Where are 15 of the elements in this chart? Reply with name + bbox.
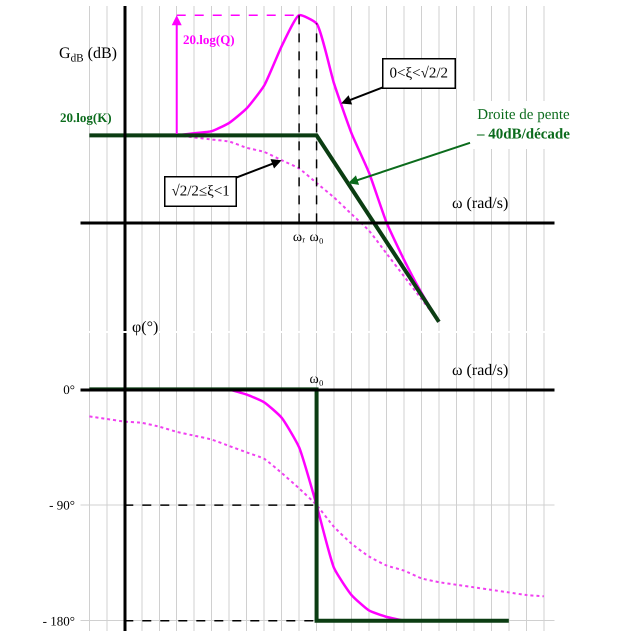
annotation: 20.log(Q) <box>183 32 235 47</box>
x-axis-title: ω (rad/s) <box>452 195 508 212</box>
x-tick-label: ωᵣ <box>292 230 306 245</box>
annotation: 0<ξ<√2/2 <box>390 66 448 82</box>
x-tick-label: ω₀ <box>310 230 324 245</box>
annotation: 20.log(K) <box>60 110 112 125</box>
x-axis-title: ω (rad/s) <box>452 362 508 379</box>
y-axis-title: G$_{dB}$ (dB) <box>59 45 117 64</box>
annotation: √2/2≤ξ<1 <box>172 184 230 200</box>
y-tick-label: - 90° <box>49 498 75 513</box>
annotation: Droite de pente – 40dB/décade <box>476 107 570 142</box>
x-tick-label: ω₀ <box>310 372 324 388</box>
y-tick-label: - 180° <box>42 613 75 628</box>
y-tick-label: 0° <box>63 382 75 397</box>
y-axis-title: φ(°) <box>132 319 158 336</box>
